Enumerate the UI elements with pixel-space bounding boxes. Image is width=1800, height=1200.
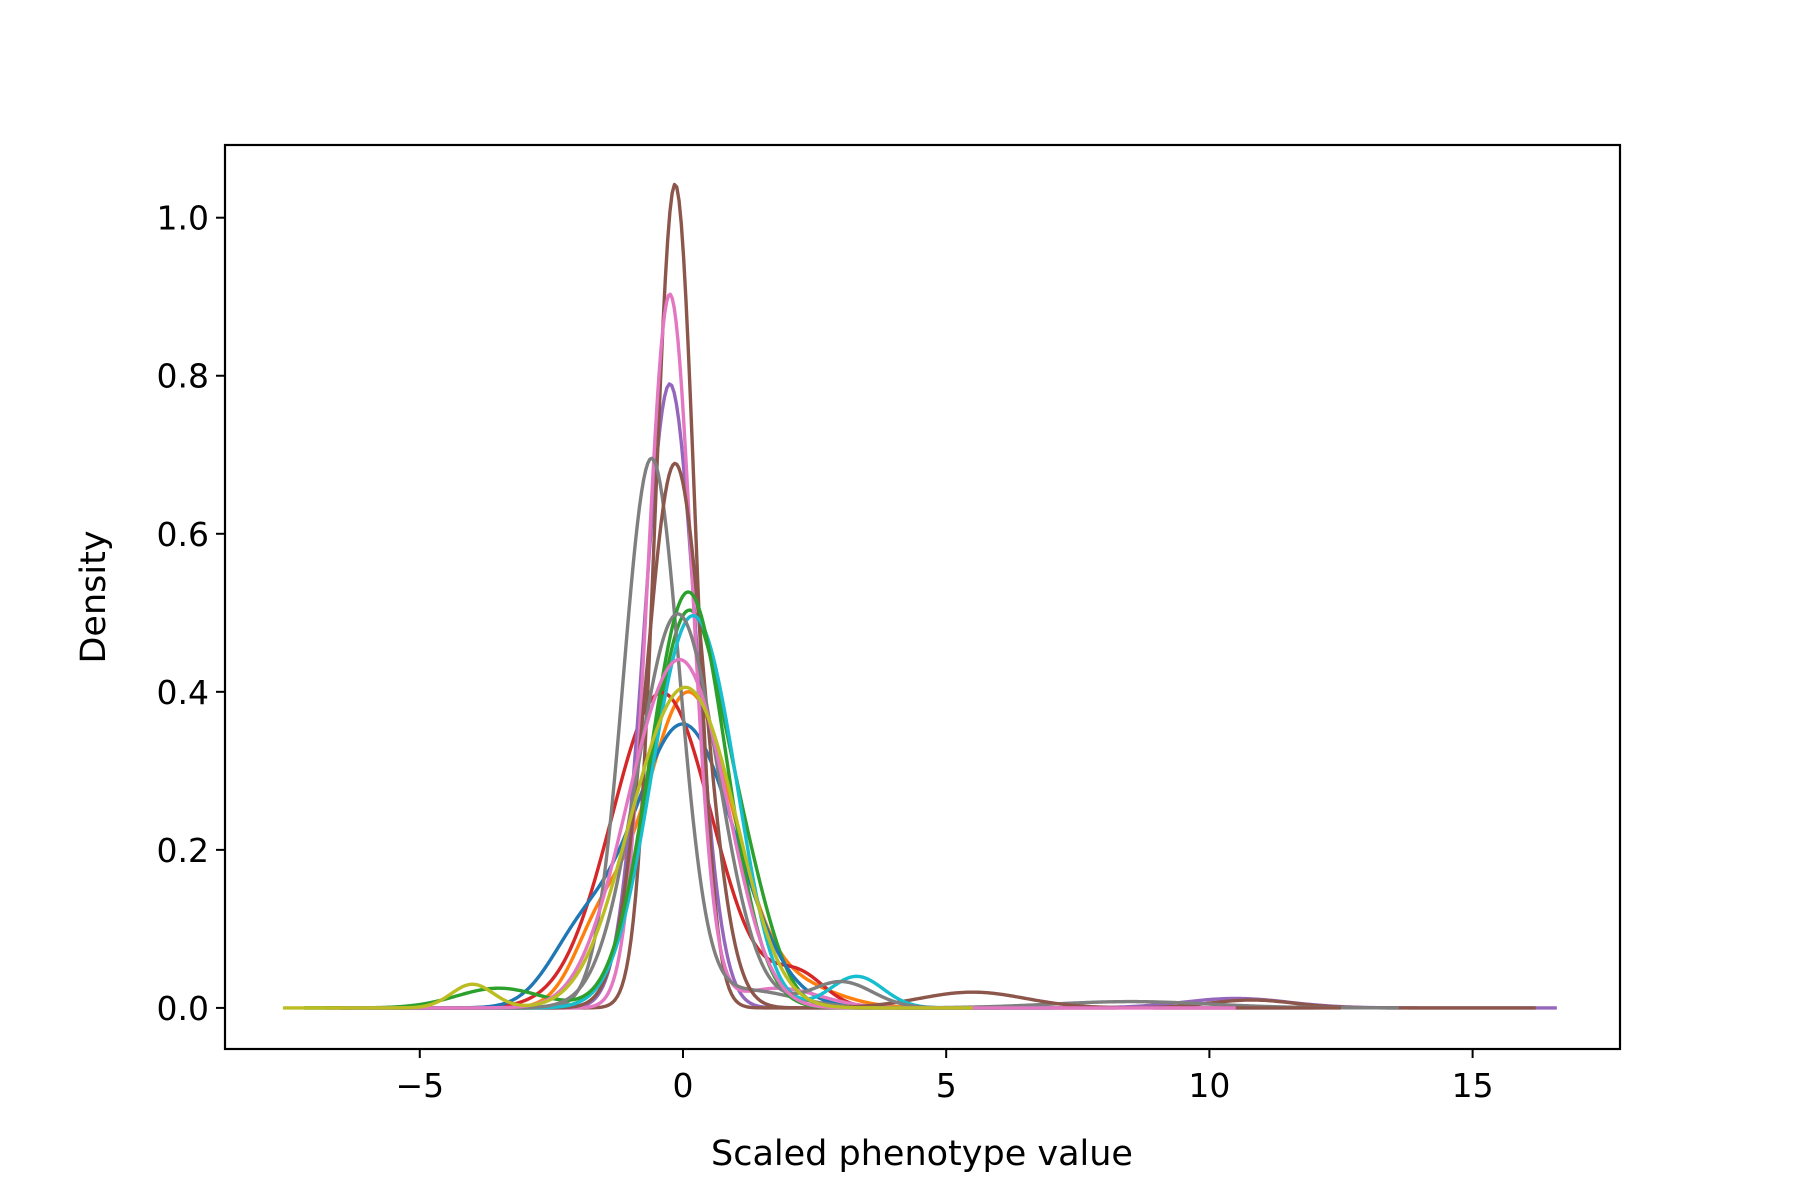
density-curve-6 bbox=[393, 182, 1536, 1010]
density-curve-8 bbox=[367, 456, 1399, 1010]
y-tick-label: 1.0 bbox=[157, 199, 209, 238]
y-axis-label: Density bbox=[74, 530, 114, 663]
density-curve-14 bbox=[282, 685, 973, 1010]
series-layer bbox=[282, 182, 1557, 1010]
x-tick-label: −5 bbox=[395, 1066, 444, 1105]
density-curve-7 bbox=[367, 292, 1315, 1010]
y-tick-label: 0.0 bbox=[157, 989, 209, 1028]
density-curve-5 bbox=[367, 382, 1557, 1010]
density-curve-13 bbox=[340, 657, 1236, 1010]
density-curve-11 bbox=[303, 590, 1000, 1010]
y-tick-label: 0.6 bbox=[157, 515, 209, 554]
x-tick-label: 15 bbox=[1452, 1066, 1494, 1105]
x-axis-label: Scaled phenotype value bbox=[711, 1134, 1133, 1174]
y-tick-label: 0.4 bbox=[157, 673, 209, 712]
plot-frame bbox=[223, 143, 1622, 1051]
x-axis: −5 0 5 10 15 bbox=[395, 1049, 1494, 1105]
y-tick-label: 0.2 bbox=[157, 831, 209, 870]
x-tick-label: 5 bbox=[936, 1066, 957, 1105]
density-curve-9 bbox=[367, 461, 1341, 1010]
x-tick-label: 0 bbox=[672, 1066, 693, 1105]
x-tick-label: 10 bbox=[1188, 1066, 1230, 1105]
y-axis: 0.0 0.2 0.4 0.6 0.8 1.0 bbox=[157, 199, 225, 1028]
y-tick-label: 0.8 bbox=[157, 357, 209, 396]
